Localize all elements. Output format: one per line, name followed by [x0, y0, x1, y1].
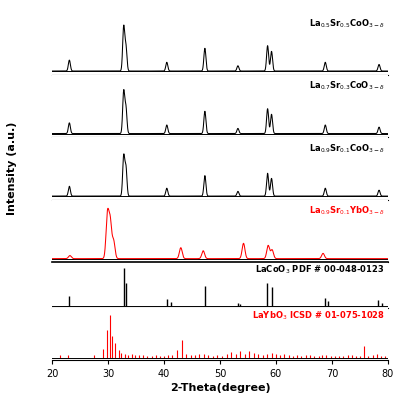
Text: La$_{0.9}$Sr$_{0.1}$YbO$_{3-\delta}$: La$_{0.9}$Sr$_{0.1}$YbO$_{3-\delta}$ — [309, 204, 385, 217]
X-axis label: 2-Theta(degree): 2-Theta(degree) — [170, 383, 270, 393]
Text: La$_{0.7}$Sr$_{0.3}$CoO$_{3-\delta}$: La$_{0.7}$Sr$_{0.3}$CoO$_{3-\delta}$ — [309, 80, 385, 92]
Text: LaCoO$_3$ PDF # 00-048-0123: LaCoO$_3$ PDF # 00-048-0123 — [255, 263, 385, 276]
Text: La$_{0.5}$Sr$_{0.5}$CoO$_{3-\delta}$: La$_{0.5}$Sr$_{0.5}$CoO$_{3-\delta}$ — [309, 17, 385, 30]
Text: La$_{0.9}$Sr$_{0.1}$CoO$_{3-\delta}$: La$_{0.9}$Sr$_{0.1}$CoO$_{3-\delta}$ — [309, 142, 385, 154]
Text: Intensity (a.u.): Intensity (a.u.) — [7, 121, 17, 215]
Text: LaYbO$_3$ ICSD # 01-075-1028: LaYbO$_3$ ICSD # 01-075-1028 — [252, 309, 385, 322]
